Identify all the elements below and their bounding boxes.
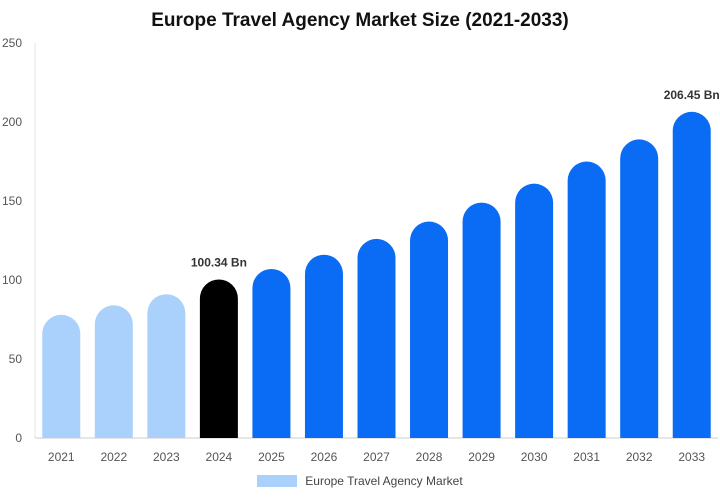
y-tick-label: 50 bbox=[9, 352, 23, 366]
x-tick-label: 2024 bbox=[206, 450, 233, 464]
legend-swatch bbox=[257, 475, 298, 487]
x-tick-label: 2021 bbox=[48, 450, 75, 464]
x-tick-label: 2033 bbox=[678, 450, 705, 464]
x-tick-label: 2023 bbox=[153, 450, 180, 464]
bar-2023 bbox=[147, 294, 186, 438]
x-tick-label: 2030 bbox=[521, 450, 548, 464]
x-tick-label: 2032 bbox=[626, 450, 653, 464]
bar-2029 bbox=[462, 202, 501, 438]
x-tick-label: 2022 bbox=[100, 450, 127, 464]
chart-title: Europe Travel Agency Market Size (2021-2… bbox=[151, 10, 569, 31]
bar-2033 bbox=[672, 111, 711, 438]
legend: Europe Travel Agency Market bbox=[0, 474, 720, 488]
x-tick-label: 2026 bbox=[311, 450, 338, 464]
bar-2026 bbox=[304, 254, 343, 438]
y-tick-label: 250 bbox=[2, 36, 22, 50]
data-label-2033: 206.45 Bn bbox=[664, 88, 720, 102]
x-tick-label: 2025 bbox=[258, 450, 285, 464]
y-tick-label: 0 bbox=[15, 431, 22, 445]
y-tick-label: 100 bbox=[2, 273, 22, 287]
x-tick-label: 2029 bbox=[468, 450, 495, 464]
bar-2032 bbox=[620, 139, 659, 438]
bar-2031 bbox=[567, 161, 606, 438]
bar-2022 bbox=[94, 305, 133, 438]
bar-2025 bbox=[252, 268, 291, 438]
x-tick-label: 2031 bbox=[573, 450, 600, 464]
y-tick-label: 200 bbox=[2, 115, 22, 129]
bar-2027 bbox=[357, 238, 396, 438]
labels: 2021 2022 2023 2024 2025 2026 2027 2028 2029 2030… bbox=[48, 88, 720, 464]
bar-2024 bbox=[199, 279, 238, 438]
bars bbox=[42, 111, 711, 438]
y-tick-label: 150 bbox=[2, 194, 22, 208]
legend-label: Europe Travel Agency Market bbox=[305, 474, 463, 488]
x-tick-label: 2027 bbox=[363, 450, 390, 464]
x-tick-label: 2028 bbox=[416, 450, 443, 464]
bar-2021 bbox=[42, 314, 81, 438]
bar-2028 bbox=[410, 221, 449, 438]
bar-2030 bbox=[515, 183, 554, 438]
data-label-2024: 100.34 Bn bbox=[191, 255, 247, 269]
